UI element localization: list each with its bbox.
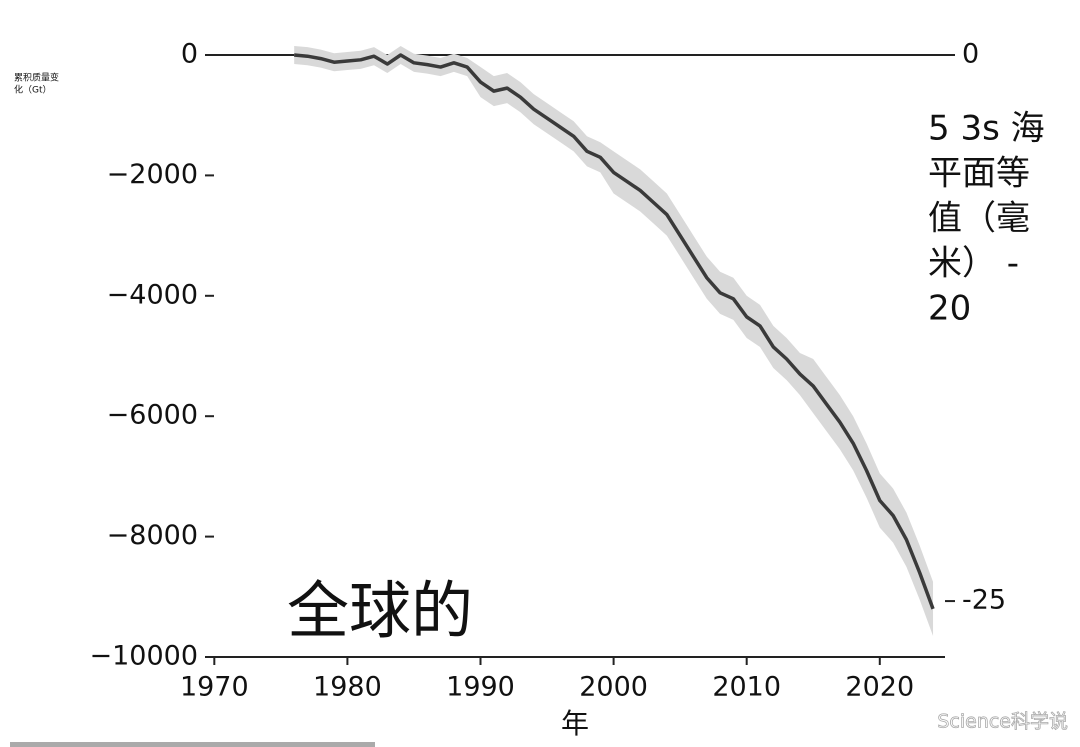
x-tick-label: 2000 bbox=[579, 672, 648, 703]
y2-tick-label: -25 bbox=[962, 585, 1006, 616]
y2-axis-label: 米） - bbox=[928, 244, 1019, 284]
watermark: Science科学说 bbox=[937, 711, 1068, 733]
y2-tick-label: 0 bbox=[962, 39, 979, 70]
y-tick-label: −6000 bbox=[107, 400, 198, 431]
annotation: 全球的 bbox=[287, 574, 473, 647]
scroll-bar bbox=[10, 742, 375, 747]
y2-axis-label: 20 bbox=[928, 289, 971, 329]
y-tick-label: −4000 bbox=[107, 279, 198, 310]
x-tick-label: 1970 bbox=[180, 672, 249, 703]
x-tick-label: 2020 bbox=[845, 672, 914, 703]
x-tick-label: 1990 bbox=[446, 672, 515, 703]
x-tick-label: 2010 bbox=[712, 672, 781, 703]
y-axis-label: 累积质量变 bbox=[14, 72, 59, 84]
y2-axis-label: 值（毫 bbox=[928, 199, 1030, 239]
uncertainty-band bbox=[294, 45, 934, 636]
data-line bbox=[294, 53, 935, 610]
x-tick-label: 1980 bbox=[313, 672, 382, 703]
y-tick-label: −2000 bbox=[107, 159, 198, 190]
y-axis-label: 化（Gt） bbox=[14, 84, 52, 96]
y2-axis-label: 平面等 bbox=[928, 154, 1030, 194]
y-tick-label: −10000 bbox=[89, 641, 198, 672]
y-tick-label: −8000 bbox=[107, 520, 198, 551]
y-tick-label: 0 bbox=[181, 39, 198, 70]
y2-axis-label: 5 3s 海 bbox=[928, 109, 1045, 149]
x-axis-label: 年 bbox=[561, 707, 589, 740]
